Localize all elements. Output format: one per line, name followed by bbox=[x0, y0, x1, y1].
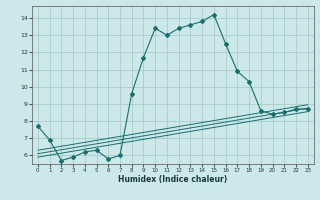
X-axis label: Humidex (Indice chaleur): Humidex (Indice chaleur) bbox=[118, 175, 228, 184]
